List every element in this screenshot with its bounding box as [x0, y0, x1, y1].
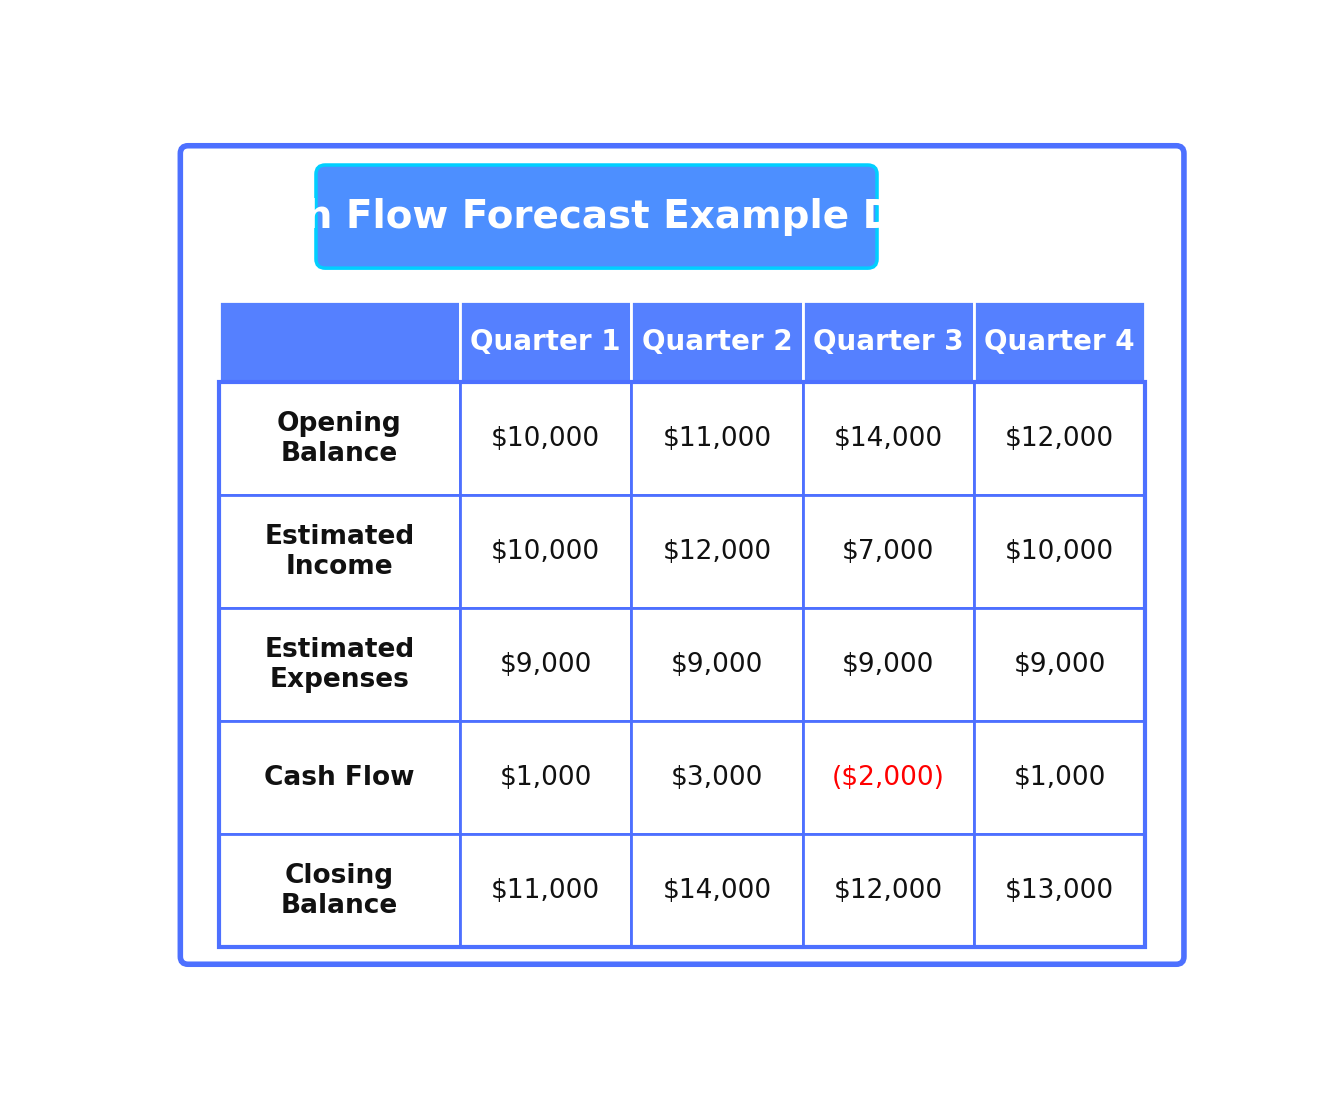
Bar	[461, 382, 631, 495]
Bar	[974, 495, 1145, 608]
Bar	[803, 608, 974, 721]
Bar	[974, 608, 1145, 721]
Bar	[220, 721, 461, 834]
Bar	[220, 608, 461, 721]
Bar	[631, 608, 803, 721]
FancyBboxPatch shape	[315, 165, 877, 268]
Text: $12,000: $12,000	[833, 878, 942, 903]
Bar	[631, 382, 803, 495]
Bar	[461, 495, 631, 608]
Bar	[974, 301, 1145, 382]
Text: Estimated
Income: Estimated Income	[265, 523, 414, 579]
Bar	[461, 721, 631, 834]
Text: $11,000: $11,000	[491, 878, 600, 903]
Bar	[461, 301, 631, 382]
Text: $10,000: $10,000	[1005, 539, 1114, 565]
Text: $3,000: $3,000	[671, 765, 763, 790]
Text: Quarter 4: Quarter 4	[984, 328, 1135, 356]
Text: $14,000: $14,000	[833, 425, 942, 452]
Text: ($2,000): ($2,000)	[832, 765, 945, 790]
Bar	[803, 495, 974, 608]
Text: $14,000: $14,000	[663, 878, 772, 903]
Text: $13,000: $13,000	[1005, 878, 1114, 903]
Text: $1,000: $1,000	[499, 765, 592, 790]
Bar	[803, 382, 974, 495]
Bar	[461, 608, 631, 721]
Text: Closing
Balance: Closing Balance	[281, 863, 398, 919]
Text: Cash Flow Forecast Example Data: Cash Flow Forecast Example Data	[228, 198, 966, 235]
Bar	[631, 721, 803, 834]
Text: $9,000: $9,000	[499, 652, 592, 678]
Text: Opening
Balance: Opening Balance	[277, 411, 402, 467]
Bar	[974, 834, 1145, 947]
Text: $9,000: $9,000	[671, 652, 763, 678]
Text: Quarter 2: Quarter 2	[642, 328, 792, 356]
Bar	[974, 382, 1145, 495]
Text: Estimated
Expenses: Estimated Expenses	[265, 636, 414, 692]
FancyBboxPatch shape	[180, 146, 1185, 964]
Text: $7,000: $7,000	[843, 539, 934, 565]
Bar	[803, 301, 974, 382]
Text: $12,000: $12,000	[663, 539, 772, 565]
Bar	[220, 382, 461, 495]
Bar	[803, 721, 974, 834]
Bar	[803, 834, 974, 947]
Bar	[461, 834, 631, 947]
Text: Quarter 1: Quarter 1	[470, 328, 620, 356]
Bar	[220, 382, 1145, 947]
Bar	[631, 495, 803, 608]
Text: $10,000: $10,000	[491, 539, 600, 565]
Text: $10,000: $10,000	[491, 425, 600, 452]
Bar	[631, 301, 803, 382]
Text: $9,000: $9,000	[1013, 652, 1106, 678]
Bar	[220, 301, 461, 382]
Text: $12,000: $12,000	[1005, 425, 1114, 452]
Bar	[220, 834, 461, 947]
Text: $1,000: $1,000	[1013, 765, 1106, 790]
Text: $11,000: $11,000	[663, 425, 772, 452]
Text: Quarter 3: Quarter 3	[813, 328, 964, 356]
Text: $9,000: $9,000	[843, 652, 934, 678]
Bar	[220, 495, 461, 608]
Bar	[974, 721, 1145, 834]
Bar	[631, 834, 803, 947]
Text: Cash Flow: Cash Flow	[265, 765, 415, 790]
